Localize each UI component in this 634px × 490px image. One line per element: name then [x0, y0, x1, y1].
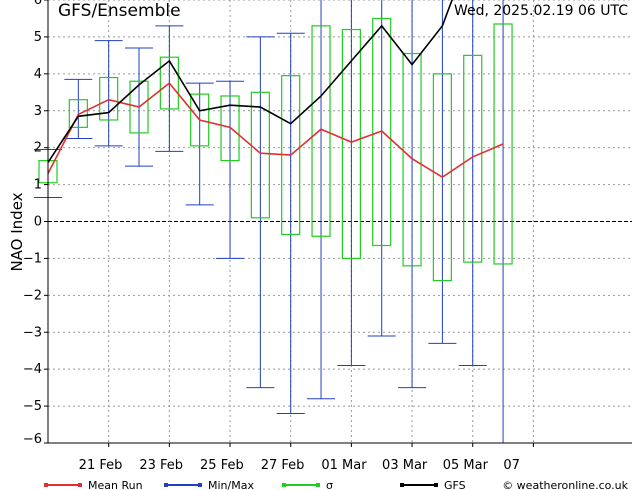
x-tick-label: 07: [503, 458, 520, 473]
legend-marker-gfs: [434, 483, 438, 487]
sigma-box: [99, 76, 119, 121]
y-tick-label: 6: [34, 0, 42, 8]
x-tick-label: 23 Feb: [139, 458, 183, 473]
gfs-line: [47, 0, 453, 163]
legend: Mean Run Min/Max σ GFS: [44, 479, 466, 490]
y-tick-label: 3: [34, 104, 42, 119]
legend-label-gfs: GFS: [444, 479, 466, 490]
legend-marker-minmax: [198, 483, 202, 487]
y-tick-label: −4: [23, 362, 42, 377]
legend-label-mean: Mean Run: [88, 479, 143, 490]
sigma-box: [129, 80, 149, 134]
y-axis-label: NAO Index: [8, 192, 26, 271]
sigma-box: [190, 93, 210, 147]
chart-texts: GFS/Ensemble Wed, 2025.02.19 06 UTC NAO …: [8, 1, 629, 490]
y-tick-label: −5: [23, 399, 42, 414]
y-tick-label: −3: [23, 325, 42, 340]
x-tick-label: 21 Feb: [79, 458, 123, 473]
axes: −6 −5 −4 −3 −2 −1 0 1 2 3 4 5 6 21 Feb 23 Feb 25 Feb 27 …: [23, 0, 632, 473]
x-tick-label: 03 Mar: [382, 458, 428, 473]
sigma-box: [432, 73, 452, 282]
mean-line: [47, 81, 504, 179]
y-tick-label: −1: [23, 251, 42, 266]
x-tick-label: 25 Feb: [200, 458, 244, 473]
legend-label-minmax: Min/Max: [208, 479, 254, 490]
x-tick-label: 01 Mar: [321, 458, 367, 473]
y-tick-label: −2: [23, 288, 42, 303]
y-tick-label: 4: [34, 67, 42, 82]
legend-marker-minmax: [164, 483, 168, 487]
footer-credit: © weatheronline.co.uk: [502, 479, 628, 490]
sigma-box: [250, 91, 270, 219]
sigma-box: [493, 23, 513, 265]
legend-marker-sigma: [316, 483, 320, 487]
series-lines: [47, 0, 504, 179]
sigma-box: [68, 99, 88, 128]
legend-marker-sigma: [282, 483, 286, 487]
legend-label-sigma: σ: [326, 479, 333, 490]
sigma-box: [372, 17, 392, 247]
sigma-box: [463, 54, 483, 263]
legend-marker-mean: [78, 483, 82, 487]
chart-title: GFS/Ensemble: [58, 1, 181, 21]
legend-marker-gfs: [400, 483, 404, 487]
x-tick-label: 27 Feb: [261, 458, 305, 473]
grid-lines: [48, 0, 632, 444]
y-tick-label: 0: [34, 215, 42, 230]
y-tick-label: −6: [23, 432, 42, 447]
sigma-box: [402, 52, 422, 267]
run-time: Wed, 2025.02.19 06 UTC: [454, 3, 628, 19]
y-tick-label: 2: [34, 141, 42, 156]
sigma-box: [311, 25, 331, 237]
y-tick-label: 1: [34, 178, 42, 193]
sigma-box: [159, 56, 179, 110]
legend-marker-mean: [44, 483, 48, 487]
sigma-box: [220, 95, 240, 162]
x-tick-label: 05 Mar: [443, 458, 489, 473]
y-tick-label: 5: [34, 30, 42, 45]
sigma-box: [341, 28, 361, 260]
